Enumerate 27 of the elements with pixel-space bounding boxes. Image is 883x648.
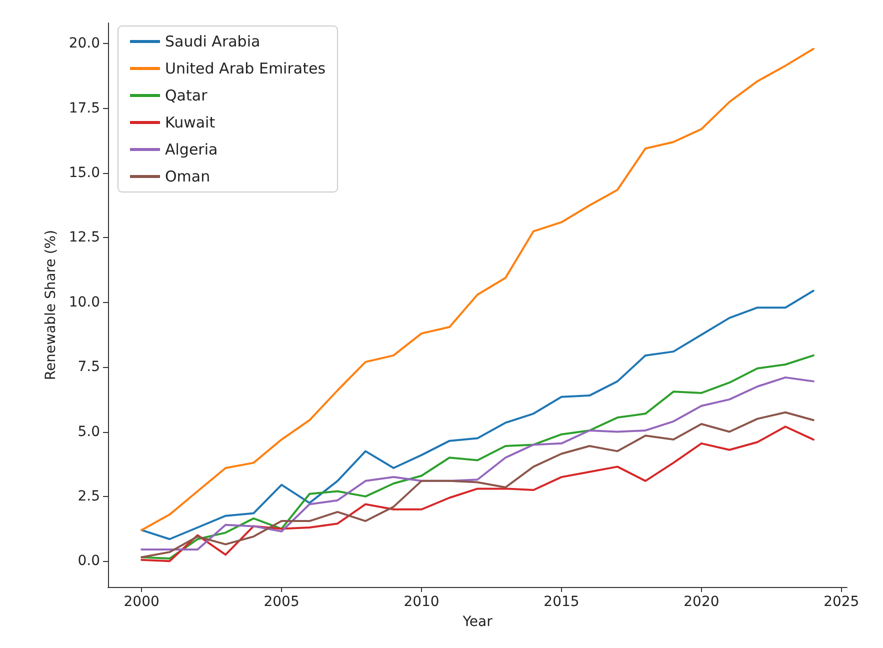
x-tick-label: 2020 [684,594,720,610]
legend-label: Oman [165,168,210,186]
x-tick-label: 2025 [824,594,860,610]
y-tick-label: 5.0 [78,424,100,440]
y-tick-label: 20.0 [68,36,100,52]
x-tick-label: 2015 [544,594,580,610]
legend-label: Saudi Arabia [165,32,260,50]
legend-label: Kuwait [165,114,216,132]
line-series [140,354,814,560]
y-tick-label: 7.5 [78,359,100,376]
line-series [140,376,814,550]
line-series [140,48,814,532]
legend-label: United Arab Emirates [165,60,326,78]
y-tick-label: 12.5 [68,230,100,246]
y-tick-label: 0.0 [78,553,100,570]
x-tick-label: 2005 [264,594,300,610]
y-axis-title: Renewable Share (%) [42,230,59,380]
y-tick-label: 15.0 [68,165,100,182]
y-tick-label: 10.0 [68,294,100,310]
line-series [140,290,814,540]
legend-label: Qatar [165,86,208,104]
x-tick-label: 2010 [404,594,440,610]
x-tick-label: 2000 [124,594,160,610]
x-axis-title: Year [462,614,493,630]
legend-label: Algeria [165,140,218,158]
y-tick-label: 17.5 [68,100,100,116]
y-tick-label: 2.5 [78,488,100,504]
